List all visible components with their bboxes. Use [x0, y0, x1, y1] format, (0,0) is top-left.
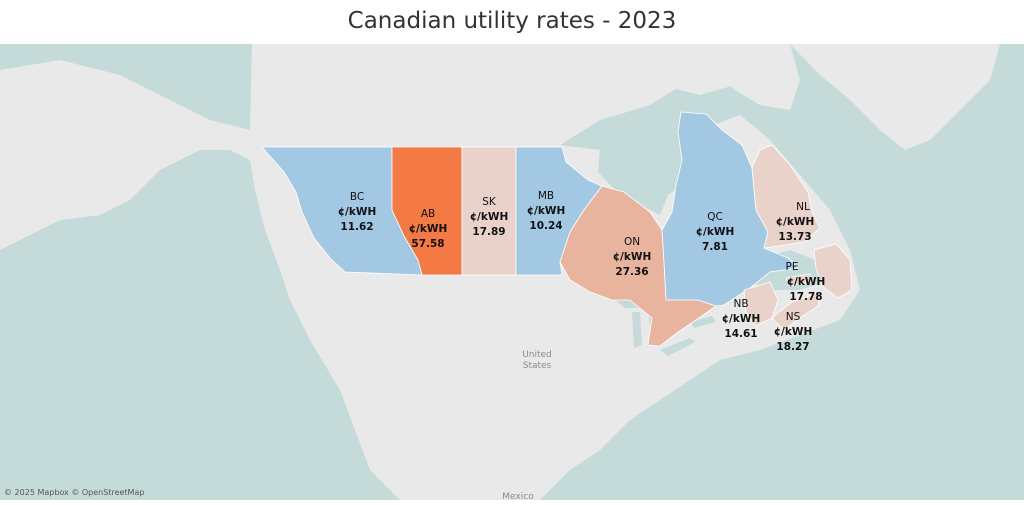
- label-ab-rate: 57.58: [411, 238, 444, 250]
- label-ns-rate: 18.27: [776, 341, 809, 353]
- label-sk-unit: ¢/kWH: [470, 211, 509, 223]
- label-nb-rate: 14.61: [724, 328, 757, 340]
- label-qc-rate: 7.81: [702, 241, 728, 253]
- label-bc-unit: ¢/kWH: [338, 206, 377, 218]
- basemap-label-mexico: Mexico: [502, 492, 534, 500]
- label-ns-code: NS: [786, 311, 801, 323]
- label-mb-code: MB: [538, 190, 554, 202]
- label-pe-code: PE: [786, 261, 799, 273]
- label-nl-unit: ¢/kWH: [776, 216, 815, 228]
- label-ns-unit: ¢/kWH: [774, 326, 813, 338]
- label-qc-unit: ¢/kWH: [696, 226, 735, 238]
- label-mb-rate: 10.24: [529, 220, 562, 232]
- label-nb-code: NB: [733, 298, 748, 310]
- label-on-rate: 27.36: [615, 266, 648, 278]
- label-qc-code: QC: [707, 211, 723, 223]
- label-mb-unit: ¢/kWH: [527, 205, 566, 217]
- label-nb-unit: ¢/kWH: [722, 313, 761, 325]
- label-nl-rate: 13.73: [778, 231, 811, 243]
- label-sk-rate: 17.89: [472, 226, 505, 238]
- basemap-label-us-line2: States: [523, 361, 552, 371]
- label-ab-unit: ¢/kWH: [409, 223, 448, 235]
- label-bc-code: BC: [350, 191, 364, 203]
- label-on-code: ON: [624, 236, 640, 248]
- label-pe-unit: ¢/kWH: [787, 276, 826, 288]
- label-on-unit: ¢/kWH: [613, 251, 652, 263]
- label-sk-code: SK: [482, 196, 497, 208]
- map-title: Canadian utility rates - 2023: [0, 0, 1024, 44]
- map-canvas[interactable]: BC ¢/kWH 11.62 AB ¢/kWH 57.58 SK ¢/kWH 1…: [0, 44, 1024, 500]
- map-attribution[interactable]: © 2025 Mapbox © OpenStreetMap: [4, 488, 144, 497]
- label-ab-code: AB: [421, 208, 435, 220]
- basemap-label-us-line1: United: [522, 350, 552, 360]
- label-bc-rate: 11.62: [340, 221, 373, 233]
- map-svg[interactable]: BC ¢/kWH 11.62 AB ¢/kWH 57.58 SK ¢/kWH 1…: [0, 44, 1024, 500]
- label-nl-code: NL: [796, 201, 810, 213]
- label-pe-rate: 17.78: [789, 291, 822, 303]
